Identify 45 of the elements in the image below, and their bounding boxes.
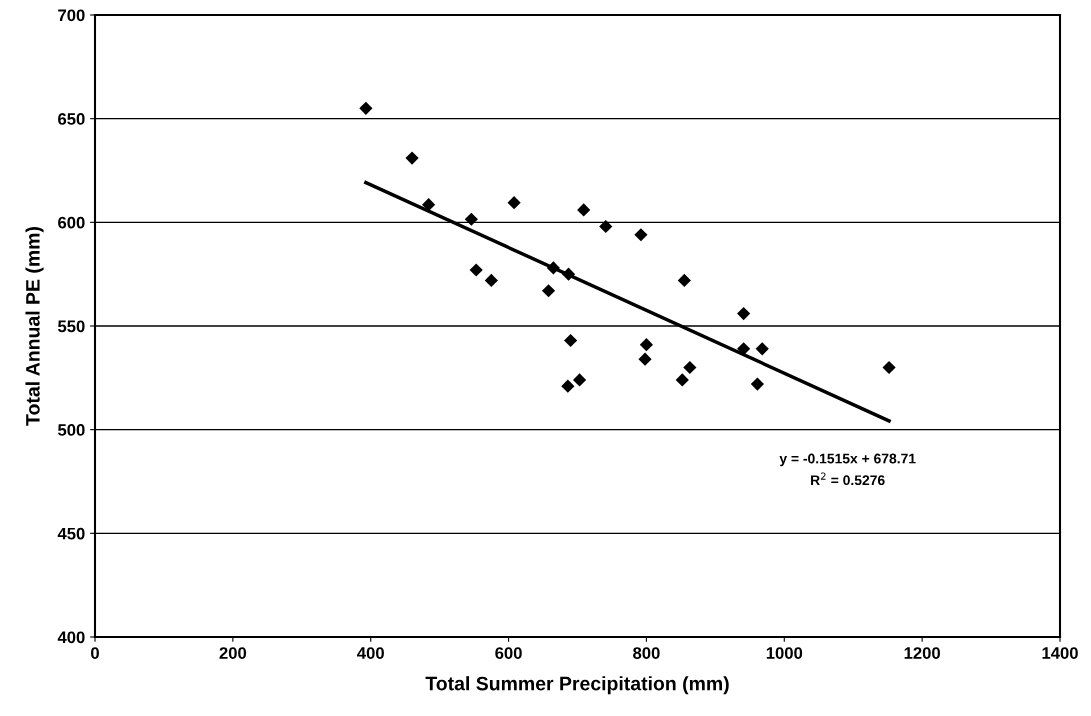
point — [464, 212, 478, 226]
point — [561, 379, 575, 393]
point — [755, 342, 769, 356]
point — [639, 338, 654, 352]
y-tick-label: 600 — [58, 216, 85, 229]
point — [634, 228, 648, 242]
point — [683, 360, 697, 375]
point — [561, 267, 576, 281]
point — [507, 196, 521, 210]
point — [572, 373, 587, 387]
point — [599, 219, 613, 234]
point — [359, 101, 373, 115]
annotation: y = -0.1515x + 678.71 — [779, 453, 916, 467]
point — [484, 273, 498, 287]
point — [541, 284, 556, 298]
point — [750, 377, 764, 391]
point — [737, 306, 751, 321]
x-tick-label: 1000 — [766, 647, 803, 659]
y-tick-label: 400 — [57, 631, 85, 644]
point — [469, 263, 483, 277]
point — [577, 203, 591, 217]
y-tick-label: 500 — [57, 424, 85, 436]
point — [546, 261, 560, 275]
x-tick-label: 600 — [495, 647, 522, 659]
x-tick-label: 1400 — [1042, 647, 1078, 659]
point — [422, 198, 436, 212]
x-tick-label: 1200 — [904, 647, 940, 659]
point — [675, 373, 689, 387]
x-axis-title: Total Summer Precipitation (mm) — [425, 676, 729, 695]
y-tick-label: 700 — [58, 9, 85, 22]
point — [882, 360, 896, 375]
point — [737, 342, 751, 356]
x-tick-label: 800 — [633, 647, 660, 659]
y-tick-label: 650 — [58, 113, 85, 125]
point — [638, 352, 652, 366]
annotation: R$^{2}$ = 0.5276 — [811, 472, 885, 486]
x-tick-label: 200 — [219, 647, 247, 659]
point — [564, 333, 578, 348]
x-tick-label: 400 — [357, 647, 384, 659]
y-tick-label: 450 — [57, 527, 85, 540]
y-tick-label: 550 — [57, 320, 85, 333]
point — [677, 273, 691, 287]
y-axis-title: Total Annual PE (mm) — [25, 227, 44, 426]
x-tick-label: 0 — [91, 647, 99, 659]
point — [405, 151, 419, 165]
